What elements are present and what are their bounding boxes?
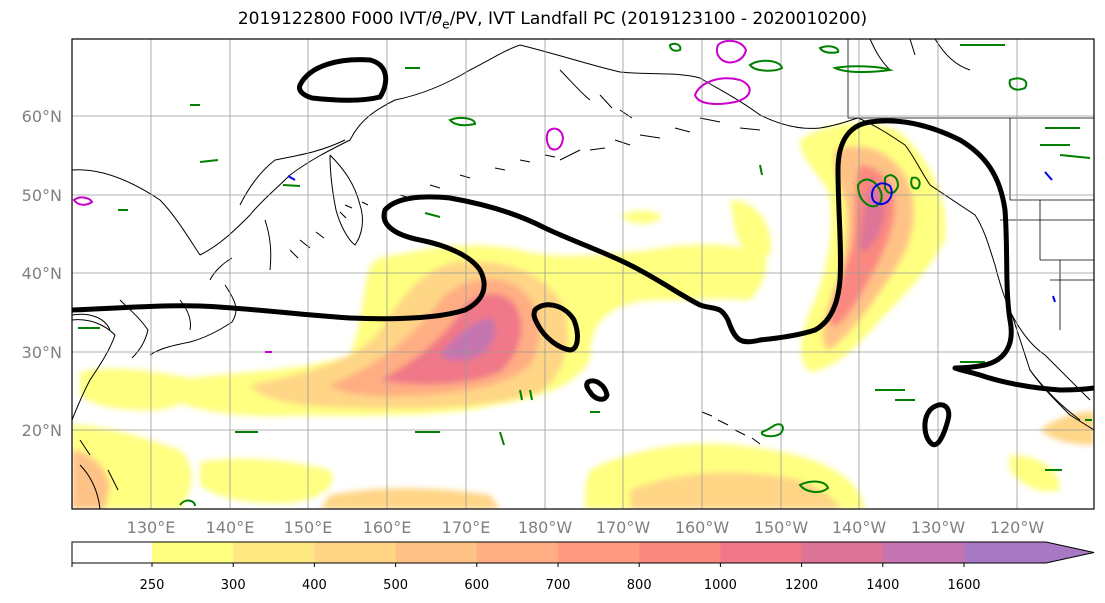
lon-label-150w: 150°W	[754, 518, 809, 537]
colorbar-label: 250	[140, 578, 165, 593]
longitude-labels: 130°E 140°E 150°E 160°E 170°E 180°W 170°…	[127, 518, 1045, 537]
colorbar-segment	[233, 542, 315, 563]
lon-label-140w: 140°W	[832, 518, 887, 537]
pv-contours-green	[78, 42, 1092, 507]
colorbar-segment	[882, 542, 965, 563]
lon-label-140e: 140°E	[206, 518, 255, 537]
colorbar-label: 800	[627, 578, 652, 593]
colorbar: 250 300 400 500 600 700 800 1000 1200 1400 1600	[71, 541, 1095, 593]
title-theta: θ	[431, 9, 443, 29]
map-frame	[71, 38, 1095, 510]
colorbar-segment	[558, 542, 640, 563]
lon-label-170e: 170°E	[442, 518, 491, 537]
map-plot-area	[72, 39, 1094, 509]
colorbar-segment	[314, 542, 397, 563]
colorbar-label: 1600	[947, 578, 980, 593]
lon-label-150e: 150°E	[284, 518, 333, 537]
colorbar-label: 1400	[866, 578, 899, 593]
colorbar-extend-arrow	[1046, 542, 1094, 563]
colorbar-outline	[71, 541, 1095, 564]
colorbar-label: 1200	[785, 578, 818, 593]
pv-contours-magenta	[72, 39, 751, 353]
colorbar-label: 600	[464, 578, 489, 593]
lon-label-130w: 130°W	[911, 518, 966, 537]
lat-label-40n: 40°N	[22, 264, 62, 283]
colorbar-segment	[152, 542, 234, 563]
colorbar-segment	[720, 542, 803, 563]
colorbar-segment	[639, 542, 721, 563]
lon-label-180w: 180°W	[518, 518, 573, 537]
colorbar-segment-below-250	[72, 542, 152, 563]
title-suffix: /PV, IVT Landfall PC (2019123100 - 20200…	[449, 9, 868, 29]
pv-contours-blue	[287, 171, 1056, 303]
colorbar-segment	[476, 542, 559, 563]
title-prefix: 2019122800 F000 IVT/	[237, 9, 432, 29]
colorbar-segment	[395, 542, 478, 563]
colorbar-label: 700	[546, 578, 571, 593]
colorbar-label: 1000	[704, 578, 737, 593]
lat-label-20n: 20°N	[22, 421, 62, 440]
title-theta-subscript: e	[442, 17, 450, 32]
gridlines	[72, 39, 1094, 509]
landfall-pc-contour	[72, 57, 1094, 448]
colorbar-label: 300	[221, 578, 246, 593]
lon-label-160w: 160°W	[675, 518, 730, 537]
colorbar-segment	[801, 542, 884, 563]
ivt-shading	[72, 122, 1094, 509]
colorbar-label: 400	[302, 578, 327, 593]
colorbar-label: 500	[383, 578, 408, 593]
colorbar-segment	[964, 542, 1046, 563]
lon-label-130e: 130°E	[127, 518, 176, 537]
lat-label-30n: 30°N	[22, 343, 62, 362]
lon-label-170w: 170°W	[596, 518, 651, 537]
map-title: 2019122800 F000 IVT/θe/PV, IVT Landfall …	[0, 9, 1105, 31]
lat-label-50n: 50°N	[22, 186, 62, 205]
lon-label-160e: 160°E	[363, 518, 412, 537]
lon-label-120w: 120°W	[990, 518, 1045, 537]
lat-label-60n: 60°N	[22, 107, 62, 126]
latitude-labels: 60°N 50°N 40°N 30°N 20°N	[22, 107, 62, 440]
